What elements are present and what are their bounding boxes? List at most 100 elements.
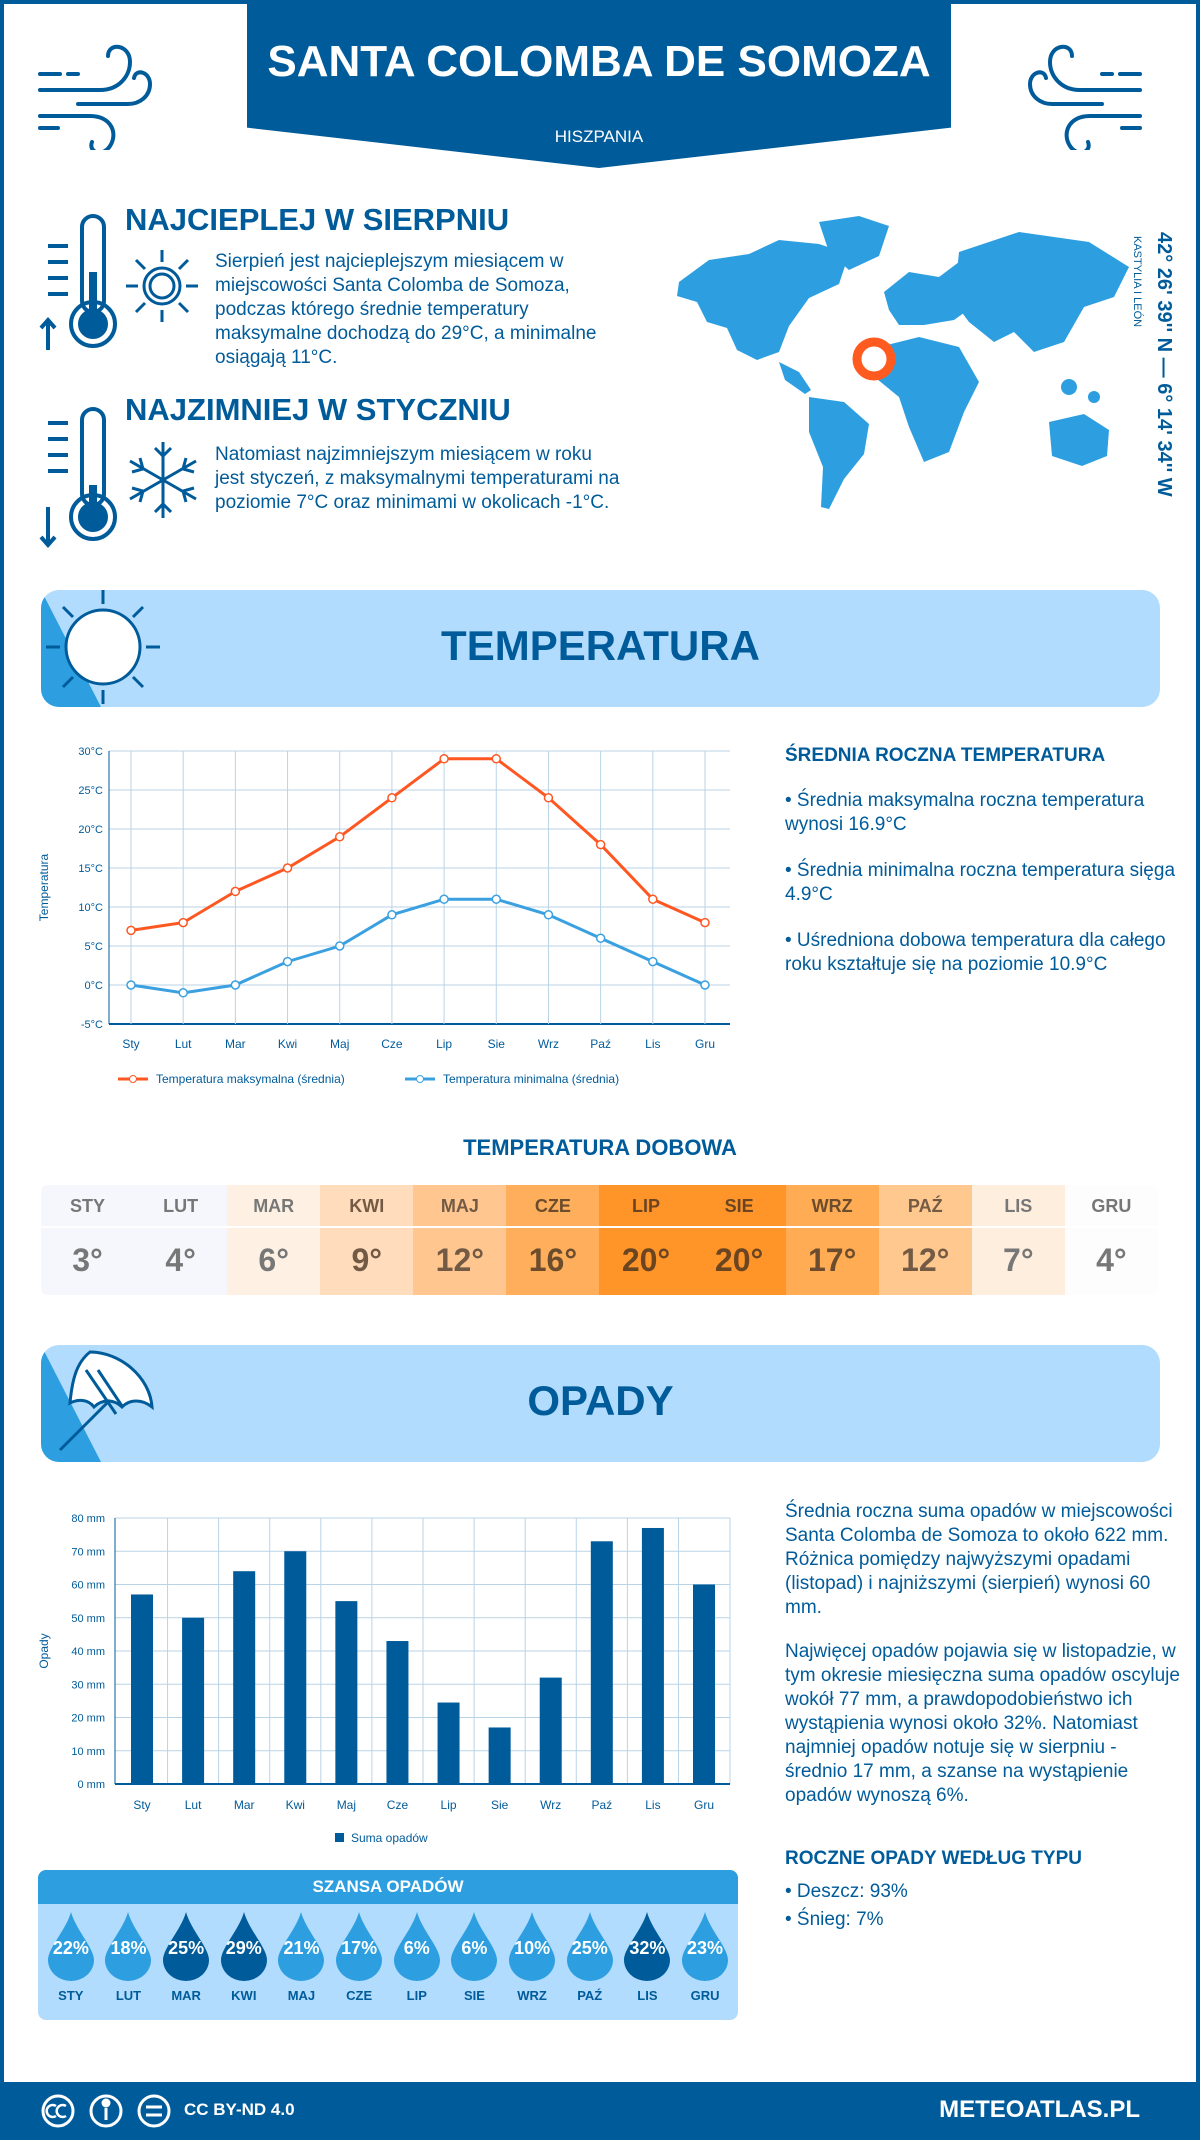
map-islands-sea [1061, 379, 1077, 395]
raindrop-icon [566, 1912, 613, 1981]
data-point [543, 910, 554, 920]
by-icon [89, 2094, 123, 2128]
y-tick-label: 30°C [78, 746, 103, 758]
map-north-america [677, 240, 849, 360]
chance-month: WRZ [517, 1988, 547, 2003]
map-central-america [779, 362, 811, 394]
x-tick-label: Lut [185, 1798, 202, 1812]
bar-Lip [437, 1702, 460, 1784]
precip-type-snow: • Śnieg: 7% [785, 1909, 884, 1930]
daily-col-kwi: KWI 9° [320, 1185, 414, 1295]
umbrella-rain-icon [58, 1350, 154, 1452]
daily-col-paź: PAŹ 12° [878, 1185, 972, 1295]
bar-Kwi [284, 1551, 307, 1784]
map-south-america [809, 397, 869, 509]
legend-label: Suma opadów [351, 1831, 428, 1845]
chance-drop: 23%GRU [677, 1910, 733, 2003]
x-tick-label: Gru [695, 1037, 715, 1051]
x-tick-label: Sty [133, 1798, 150, 1812]
country-label: HISZPANIA [554, 127, 644, 146]
temperature-banner [41, 590, 1160, 707]
chance-month: CZE [346, 1988, 373, 2003]
y-tick-label: 25°C [78, 785, 103, 797]
y-tick-label: 5°C [85, 941, 104, 953]
nd-icon [137, 2094, 171, 2128]
chance-month: LUT [115, 1988, 142, 2003]
bar-Lis [641, 1527, 664, 1784]
daily-month: LUT [134, 1185, 228, 1228]
x-tick-label: Maj [330, 1037, 349, 1051]
sun-section-icon [46, 590, 160, 704]
x-tick-label: Maj [337, 1798, 356, 1812]
data-point [282, 956, 293, 967]
data-point [126, 925, 136, 936]
daily-col-sty: STY 3° [41, 1185, 135, 1295]
chance-month: LIP [406, 1988, 427, 2003]
daily-value: 20° [714, 1242, 764, 1278]
warmest-text: Sierpień jest najcieplejszym miesiącem w… [215, 251, 597, 368]
x-tick-label: Lip [441, 1798, 457, 1812]
data-point [491, 894, 502, 904]
thermometer-down-icon [39, 407, 117, 549]
x-tick-label: Paź [591, 1798, 612, 1812]
title-banner [247, 0, 951, 168]
precip-title: OPADY [527, 1377, 674, 1424]
map-australia [1049, 414, 1109, 466]
x-tick-label: Lis [645, 1798, 660, 1812]
site-link[interactable]: METEOATLAS.PL [939, 2096, 1140, 2123]
y-tick-label: 0 mm [78, 1779, 106, 1791]
data-point [700, 980, 710, 990]
daily-value: 4° [165, 1242, 196, 1278]
map-greenland [819, 216, 889, 270]
thermometer-up-icon [39, 214, 117, 350]
data-point [230, 980, 241, 990]
bar-Cze [386, 1641, 409, 1784]
bar-Sie [488, 1727, 511, 1784]
series-line-min [130, 897, 706, 995]
x-tick-label: Sie [491, 1798, 509, 1812]
map-africa [877, 337, 979, 462]
daily-month: GRU [1064, 1185, 1158, 1228]
legend-marker [416, 1075, 424, 1083]
bar-Lut [182, 1617, 205, 1784]
temperature-chart: -5°C 0°C 5°C 10°C 15°C 20°C 25°C 30°C Sty Lut Mar K… [37, 746, 730, 1086]
daily-col-lis: LIS 7° [971, 1185, 1065, 1295]
bar-Paź [590, 1541, 613, 1784]
daily-month: CZE [506, 1185, 600, 1228]
coldest-text: Natomiast najzimniejszym miesiącem w rok… [215, 444, 620, 513]
license-label[interactable]: CC BY-ND 4.0 [184, 2100, 295, 2119]
x-tick-label: Mar [234, 1798, 255, 1812]
data-point [543, 793, 554, 803]
daily-month: STY [41, 1185, 135, 1228]
legend-swatch [335, 1833, 344, 1842]
y-tick-label: 0°C [85, 980, 104, 992]
chance-month: STY [58, 1988, 84, 2003]
raindrop-icon [47, 1912, 94, 1981]
raindrop-icon [451, 1912, 498, 1981]
daily-value: 12° [435, 1242, 485, 1278]
daily-value: 16° [528, 1242, 578, 1278]
data-point [282, 863, 293, 873]
snowflake-icon [129, 442, 197, 518]
temp-bullet-max: • Średnia maksymalna roczna temperatura … [785, 790, 1145, 835]
y-axis-label: Temperatura [37, 853, 51, 921]
daily-month: LIS [971, 1185, 1065, 1228]
daily-col-mar: MAR 6° [227, 1185, 321, 1295]
precipitation-chart: 0 mm 10 mm 20 mm 30 mm 40 mm 50 mm 60 mm 70 mm 8… [37, 1513, 731, 1845]
x-tick-label: Lip [436, 1037, 452, 1051]
chance-drop: 21%MAJ [273, 1910, 329, 2003]
precip-type-heading: ROCZNE OPADY WEDŁUG TYPU [785, 1848, 1082, 1869]
precip-summary: Średnia roczna suma opadów w miejscowośc… [785, 1500, 1180, 1932]
daily-col-lip: LIP 20° [599, 1185, 693, 1295]
precip-chance-heading: SZANSA OPADÓW [38, 1870, 738, 1904]
map-asia [954, 232, 1129, 352]
daily-value: 6° [258, 1242, 289, 1278]
region: KASTYLIA I LEÓN [1131, 236, 1143, 328]
x-tick-label: Sty [122, 1037, 139, 1051]
y-tick-label: 20 mm [71, 1713, 105, 1725]
footer [0, 2082, 1200, 2140]
daily-month: MAR [227, 1185, 321, 1228]
chance-month: PAŹ [577, 1988, 603, 2003]
chance-drop: 18%LUT [100, 1910, 156, 2003]
location-marker [852, 337, 896, 381]
